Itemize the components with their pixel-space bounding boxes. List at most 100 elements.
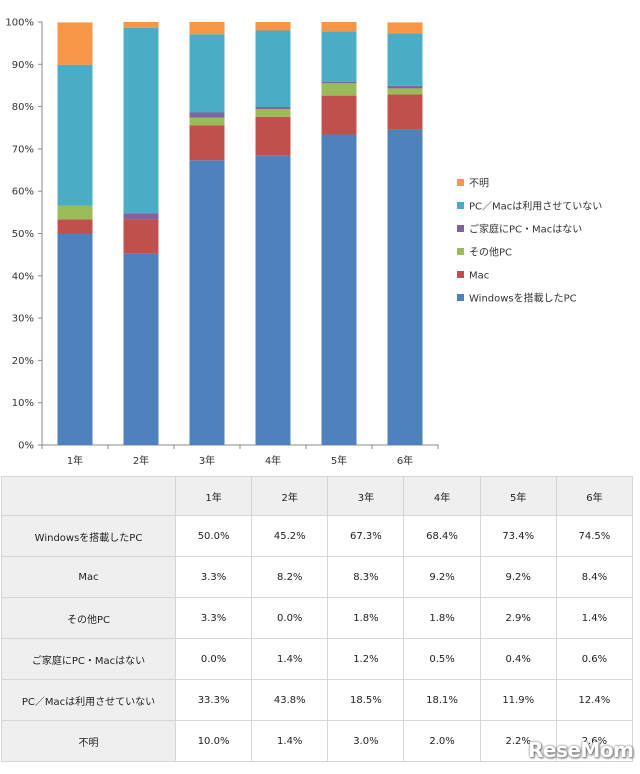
y-tick-label: 60% [12, 187, 34, 198]
table-cell: 2.6% [555, 720, 634, 762]
table-cell: 12.4% [555, 679, 634, 721]
table-header-row: 1年 2年 3年 4年 5年 6年 [1, 476, 634, 516]
data-table: 1年 2年 3年 4年 5年 6年 Windowsを搭載したPC 50.0% 4… [1, 476, 634, 762]
legend-swatch [457, 248, 464, 255]
bar-segment [189, 112, 225, 118]
bar-segment [321, 95, 357, 135]
table-cell: 18.5% [327, 679, 405, 721]
legend-swatch [457, 202, 464, 209]
bar-segment [123, 27, 159, 214]
table-cell: 8.2% [251, 556, 329, 598]
table-header-blank [1, 476, 176, 516]
table-row-label: 不明 [1, 720, 176, 762]
chart-axes [38, 21, 439, 449]
bar-segment [123, 22, 159, 28]
table-cell: 73.4% [479, 515, 557, 557]
table-row: PC／Macは利用させていない 33.3% 43.8% 18.5% 18.1% … [1, 679, 634, 721]
table-row: その他PC 3.3% 0.0% 1.8% 1.8% 2.9% 1.4% [1, 597, 634, 639]
bar-segment [189, 117, 225, 126]
bar-segment [321, 134, 357, 445]
legend-label: ご家庭にPC・Macはない [469, 223, 582, 236]
table-cell: 33.3% [174, 679, 253, 721]
legend-swatch [457, 294, 464, 301]
bar-segment [189, 22, 225, 35]
table-cell: 1.4% [251, 720, 329, 762]
bar-segment [189, 160, 225, 446]
table-row-label: ご家庭にPC・Macはない [1, 638, 176, 680]
y-tick-label: 0% [18, 441, 34, 452]
table-cell: 9.2% [479, 556, 557, 598]
resemom-logo: ReseMom [528, 738, 634, 762]
x-tick-label: 1年 [67, 454, 83, 467]
x-tick-label: 3年 [199, 454, 215, 467]
y-tick-label: 40% [12, 271, 34, 282]
table-cell: 10.0% [174, 720, 253, 762]
table-cell: 2.2% [479, 720, 557, 762]
table-row-label: Mac [1, 556, 176, 598]
bar-segment [255, 155, 291, 445]
bar-segment [57, 22, 93, 65]
table-cell: 0.5% [403, 638, 481, 680]
table-row-label: その他PC [1, 597, 176, 639]
x-tick-label: 5年 [331, 454, 347, 467]
legend-swatch [457, 271, 464, 278]
table-cell: 3.0% [327, 720, 405, 762]
bar-segment [387, 94, 423, 130]
y-tick-label: 100% [5, 18, 34, 29]
legend-swatch [457, 179, 464, 186]
table-cell: 2.9% [479, 597, 557, 639]
bar-segment [255, 107, 291, 110]
y-tick-label: 90% [12, 60, 34, 71]
y-tick-label: 50% [12, 229, 34, 240]
bar-segment [57, 219, 93, 234]
table-row-label: PC／Macは利用させていない [1, 679, 176, 721]
bar-segment [387, 22, 423, 34]
table-row: ご家庭にPC・Macはない 0.0% 1.4% 1.2% 0.5% 0.4% 0… [1, 638, 634, 680]
table-cell: 1.4% [555, 597, 634, 639]
bar-segment [189, 125, 225, 161]
table-header-cell: 3年 [327, 476, 405, 516]
bar-segment [321, 81, 357, 84]
bar-segment [123, 219, 159, 254]
table-row: 不明 10.0% 1.4% 3.0% 2.0% 2.2% 2.6% [1, 720, 634, 762]
x-tick-label: 4年 [265, 454, 281, 467]
table-cell: 0.0% [174, 638, 253, 680]
table-cell: 0.6% [555, 638, 634, 680]
bar-segment [255, 116, 291, 156]
bar-segment [321, 31, 357, 82]
x-tick-label: 2年 [133, 454, 149, 467]
table-cell: 43.8% [251, 679, 329, 721]
legend-label: PC／Macは利用させていない [469, 201, 602, 213]
table-cell: 1.2% [327, 638, 405, 680]
table-cell: 8.4% [555, 556, 634, 598]
table-cell: 3.3% [174, 597, 253, 639]
bar-segment [57, 64, 93, 206]
chart-tick-labels: 0% 10% 20% 30% 40% 50% 60% 70% 80% 90% 100% 1年 2年 3年 4… [5, 18, 413, 468]
table-header-cell: 1年 [174, 476, 253, 516]
table-cell: 18.1% [403, 679, 481, 721]
table-cell: 67.3% [327, 515, 405, 557]
table-cell: 11.9% [479, 679, 557, 721]
bar-segment [387, 33, 423, 86]
legend-label: その他PC [469, 246, 512, 259]
table-cell: 45.2% [251, 515, 329, 557]
y-tick-label: 10% [12, 398, 34, 409]
table-cell: 68.4% [403, 515, 481, 557]
bar-segment [255, 30, 291, 108]
table-cell: 1.8% [403, 597, 481, 639]
table-row: Windowsを搭載したPC 50.0% 45.2% 67.3% 68.4% 7… [1, 515, 634, 557]
table-cell: 1.8% [327, 597, 405, 639]
legend-label: Windowsを搭載したPC [469, 292, 577, 305]
table-header-cell: 5年 [479, 476, 557, 516]
bar-segment [387, 88, 423, 95]
bar-segment [123, 213, 159, 220]
table-row-label: Windowsを搭載したPC [1, 515, 176, 557]
table-row: Mac 3.3% 8.2% 8.3% 9.2% 9.2% 8.4% [1, 556, 634, 598]
stacked-bar-chart: 0% 10% 20% 30% 40% 50% 60% 70% 80% 90% 100% 1年 2年 3年 4… [5, 18, 602, 468]
table-cell: 50.0% [174, 515, 253, 557]
bar-segment [255, 22, 291, 31]
table-cell: 74.5% [555, 515, 634, 557]
legend-label: 不明 [469, 178, 489, 190]
legend-label: Mac [469, 271, 489, 282]
